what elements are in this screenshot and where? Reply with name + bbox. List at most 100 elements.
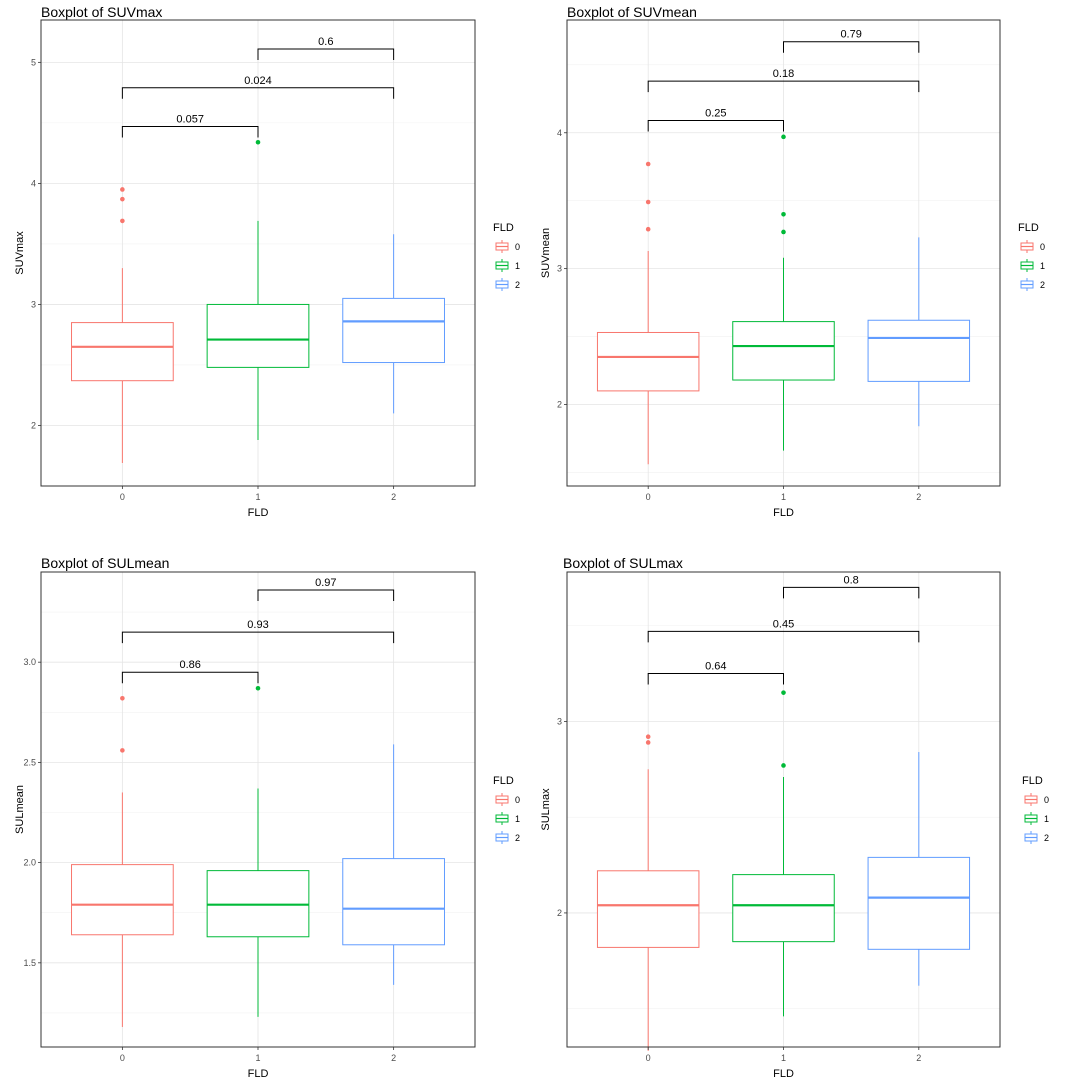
chart-title: Boxplot of SUVmean [567, 4, 697, 20]
significance-bracket [121, 631, 395, 644]
box-group-0 [71, 187, 174, 464]
x-tick-label: 2 [916, 492, 921, 502]
legend-label: 2 [515, 833, 520, 843]
y-tick-label: 2 [557, 908, 562, 918]
y-axis-label: SUVmax [14, 231, 26, 275]
outlier-point [781, 229, 786, 235]
chart-title: Boxplot of SULmean [41, 555, 169, 571]
y-tick-label: 2 [557, 399, 562, 409]
x-tick-label: 0 [120, 1053, 125, 1063]
outlier-point [781, 134, 786, 140]
legend-label: 1 [1044, 814, 1049, 824]
chart-title: Boxplot of SULmax [563, 555, 683, 571]
y-tick-label: 3 [557, 264, 562, 274]
y-tick-label: 3.0 [23, 657, 36, 667]
legend-key-2 [1024, 831, 1038, 844]
legend-key-2 [495, 278, 509, 291]
p-value-label: 0.93 [247, 619, 268, 631]
significance-bracket [257, 48, 395, 61]
outlier-point [120, 187, 125, 192]
x-tick-label: 0 [646, 492, 651, 502]
y-axis-label: SUVmean [540, 228, 552, 278]
box-group-2 [867, 237, 971, 427]
legend-label: 1 [515, 261, 520, 271]
significance-bracket [647, 630, 920, 643]
box-group-0 [71, 695, 174, 1027]
y-tick-label: 3 [557, 716, 562, 726]
significance-bracket [647, 673, 784, 685]
significance-bracket [647, 120, 784, 132]
box-group-0 [596, 161, 700, 465]
chart-panel: Boxplot of SUVmean 0.25 0.18 0.79 2 3 4 0 1 2 FLD S… [540, 4, 1045, 519]
p-value-label: 0.45 [773, 618, 794, 630]
box-iqr [732, 874, 835, 943]
x-tick-label: 0 [120, 492, 125, 502]
chart-panel: Boxplot of SULmean 0.86 0.93 0.97 1.5 2.0 2.5 3… [14, 555, 520, 1080]
legend-label: 0 [515, 242, 520, 252]
legend-key-0 [1024, 793, 1038, 806]
outlier-point [120, 695, 125, 701]
box-iqr [867, 319, 971, 382]
legend-key-0 [495, 240, 509, 253]
legend-title: FLD [493, 775, 514, 787]
outlier-point [120, 196, 125, 202]
p-value-label: 0.79 [840, 29, 861, 41]
legend-label: 2 [1040, 280, 1045, 290]
outlier-point [645, 199, 651, 205]
legend-key-1 [495, 812, 509, 825]
legend-key-0 [495, 793, 509, 806]
legend-key-1 [1020, 259, 1034, 272]
y-tick-label: 4 [31, 178, 36, 188]
y-tick-label: 3 [31, 299, 36, 309]
box-group-2 [342, 744, 445, 985]
outlier-point [645, 226, 651, 232]
legend-title: FLD [1022, 775, 1043, 787]
y-axis-label: SULmax [540, 788, 552, 831]
outlier-point [645, 740, 651, 745]
outlier-point [255, 685, 261, 691]
box-group-1 [206, 685, 310, 1017]
outlier-point [120, 748, 125, 753]
legend-label: 1 [515, 814, 520, 824]
y-tick-label: 2.5 [23, 757, 36, 767]
y-tick-label: 1.5 [23, 958, 36, 968]
legend-label: 2 [515, 280, 520, 290]
outlier-point [781, 690, 786, 695]
outlier-point [120, 218, 125, 224]
legend-title: FLD [1018, 222, 1039, 234]
x-tick-label: 1 [255, 1053, 260, 1063]
legend-key-1 [495, 259, 509, 272]
p-value-label: 0.64 [705, 661, 726, 673]
box-iqr [342, 858, 445, 946]
chart-panel: Boxplot of SULmax 0.64 0.45 0.8 2 3 0 1 2 FLD SULm… [540, 555, 1049, 1080]
significance-bracket [257, 589, 395, 602]
box-group-2 [342, 234, 445, 414]
significance-bracket [783, 41, 920, 53]
legend-label: 0 [1040, 242, 1045, 252]
box-iqr [596, 331, 700, 392]
box-iqr [732, 321, 835, 381]
p-value-label: 0.18 [773, 68, 794, 80]
p-value-label: 0.86 [179, 659, 200, 671]
x-tick-label: 2 [391, 492, 396, 502]
box-group-1 [732, 134, 835, 451]
y-tick-label: 2 [31, 420, 36, 430]
x-tick-label: 2 [391, 1053, 396, 1063]
outlier-point [645, 734, 651, 740]
significance-bracket [121, 671, 259, 684]
x-axis-label: FLD [773, 507, 794, 519]
significance-bracket [121, 126, 259, 138]
p-value-label: 0.024 [244, 75, 272, 87]
x-tick-label: 0 [646, 1053, 651, 1063]
significance-bracket [121, 87, 395, 99]
y-tick-label: 2.0 [23, 858, 36, 868]
outlier-point [781, 763, 786, 768]
x-tick-label: 1 [781, 1053, 786, 1063]
y-axis-label: SULmean [14, 785, 26, 834]
legend-label: 1 [1040, 261, 1045, 271]
p-value-label: 0.057 [176, 114, 204, 126]
